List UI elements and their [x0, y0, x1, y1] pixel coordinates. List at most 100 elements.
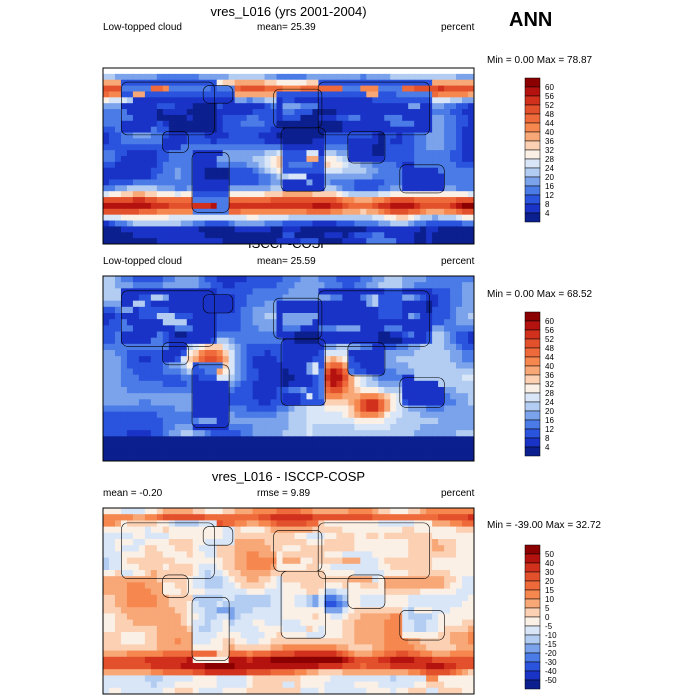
map-cell — [354, 350, 361, 357]
map-cell — [276, 625, 284, 633]
map-cell — [264, 150, 272, 157]
map-cell — [126, 103, 134, 110]
colorbar-tick-label: 32 — [545, 380, 554, 389]
map-cell — [306, 380, 313, 388]
map-cell — [198, 454, 206, 462]
map-cell — [462, 325, 469, 332]
map-cell — [324, 103, 331, 110]
map-cell — [144, 613, 152, 621]
map-cell — [120, 179, 128, 186]
map-cell — [390, 356, 397, 363]
map-cell — [294, 85, 301, 92]
map-cell — [264, 607, 272, 614]
map-cell — [444, 132, 451, 139]
map-cell — [108, 73, 116, 81]
map-cell — [180, 405, 188, 413]
map-cell — [210, 563, 218, 571]
map-cell — [306, 85, 313, 92]
map-cell — [168, 625, 176, 633]
map-cell — [174, 526, 182, 534]
map-cell — [330, 576, 337, 583]
map-cell — [150, 97, 158, 104]
map-cell — [228, 337, 236, 345]
map-cell — [384, 276, 391, 283]
map-cell — [192, 368, 200, 376]
map-cell — [150, 173, 158, 180]
map-cell — [348, 374, 355, 382]
map-cell — [348, 214, 355, 222]
map-cell — [126, 300, 134, 308]
map-cell — [330, 144, 337, 151]
map-cell — [372, 545, 379, 552]
map-cell — [318, 405, 325, 413]
map-cell — [282, 191, 289, 198]
map-cell — [294, 380, 301, 388]
map-cell — [282, 526, 289, 534]
map-cell — [162, 208, 170, 216]
map-cell — [264, 430, 272, 437]
map-cell — [288, 551, 295, 559]
map-cell — [264, 220, 272, 227]
map-cell — [348, 350, 355, 357]
map-cell — [432, 238, 439, 245]
map-cell — [396, 399, 403, 406]
map-cell — [108, 619, 116, 627]
map-cell — [222, 551, 230, 559]
map-cell — [426, 454, 433, 462]
map-cell — [372, 399, 379, 406]
map-cell — [258, 120, 266, 128]
map-cell — [270, 570, 278, 577]
map-cell — [450, 156, 457, 163]
map-cell — [294, 220, 301, 227]
map-cell — [132, 539, 140, 546]
map-cell — [216, 362, 224, 369]
map-cell — [198, 132, 206, 139]
map-cell — [228, 442, 236, 450]
map-cell — [132, 179, 140, 186]
map-cell — [408, 103, 415, 110]
map-cell — [120, 325, 128, 332]
map-cell — [462, 551, 469, 559]
map-cell — [264, 313, 272, 320]
map-cell — [210, 442, 218, 450]
map-cell — [360, 325, 367, 332]
map-cell — [138, 197, 146, 204]
map-cell — [216, 337, 224, 345]
map-cell — [318, 156, 325, 163]
map-cell — [462, 109, 469, 116]
map-cell — [222, 436, 230, 443]
map-cell — [360, 526, 367, 534]
map-cell — [324, 625, 331, 633]
map-cell — [336, 167, 343, 175]
map-cell — [150, 85, 158, 92]
map-cell — [162, 276, 170, 283]
map-cell — [414, 576, 421, 583]
map-cell — [402, 109, 409, 116]
map-cell — [300, 191, 307, 198]
map-panel-3 — [103, 508, 475, 695]
map-cell — [138, 436, 146, 443]
map-cell — [444, 570, 451, 577]
map-cell — [258, 288, 266, 295]
map-cell — [120, 405, 128, 413]
map-cell — [150, 276, 158, 283]
map-cell — [258, 448, 266, 456]
colorbar-box — [524, 86, 541, 97]
map-cell — [300, 79, 307, 87]
map-cell — [462, 350, 469, 357]
map-cell — [180, 173, 188, 180]
map-cell — [180, 508, 188, 515]
map-cell — [450, 167, 457, 175]
map-cell — [396, 150, 403, 157]
map-cell — [246, 430, 254, 437]
map-cell — [174, 120, 182, 128]
map-cell — [186, 570, 194, 577]
map-cell — [186, 197, 194, 204]
map-cell — [204, 514, 212, 521]
map-cell — [174, 532, 182, 540]
map-cell — [354, 436, 361, 443]
map-cell — [366, 393, 373, 400]
map-cell — [366, 588, 373, 596]
map-cell — [312, 144, 319, 151]
map-cell — [126, 405, 134, 413]
